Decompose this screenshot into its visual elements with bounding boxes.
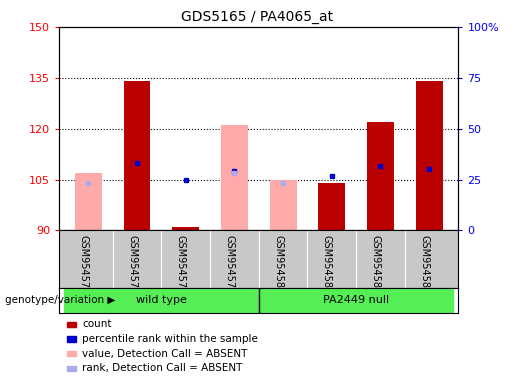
Text: GSM954583: GSM954583 xyxy=(419,235,429,294)
Bar xyxy=(173,227,199,230)
Bar xyxy=(221,125,248,230)
Text: GSM954577: GSM954577 xyxy=(127,235,137,295)
Bar xyxy=(367,122,394,230)
Text: PA2449 null: PA2449 null xyxy=(323,295,389,306)
Text: GSM954580: GSM954580 xyxy=(273,235,283,294)
Bar xyxy=(416,81,442,230)
Text: genotype/variation ▶: genotype/variation ▶ xyxy=(5,295,115,306)
Text: GSM954582: GSM954582 xyxy=(370,235,381,294)
Text: GDS5165 / PA4065_at: GDS5165 / PA4065_at xyxy=(181,10,334,23)
Text: count: count xyxy=(82,319,112,329)
Text: value, Detection Call = ABSENT: value, Detection Call = ABSENT xyxy=(82,349,248,359)
Bar xyxy=(318,183,345,230)
Text: percentile rank within the sample: percentile rank within the sample xyxy=(82,334,259,344)
Text: GSM954578: GSM954578 xyxy=(176,235,186,294)
Bar xyxy=(124,81,150,230)
Text: GSM954579: GSM954579 xyxy=(225,235,234,294)
Bar xyxy=(75,173,102,230)
Text: rank, Detection Call = ABSENT: rank, Detection Call = ABSENT xyxy=(82,363,243,373)
Bar xyxy=(270,180,297,230)
Text: wild type: wild type xyxy=(136,295,187,306)
Text: GSM954576: GSM954576 xyxy=(78,235,89,294)
Text: GSM954581: GSM954581 xyxy=(322,235,332,294)
